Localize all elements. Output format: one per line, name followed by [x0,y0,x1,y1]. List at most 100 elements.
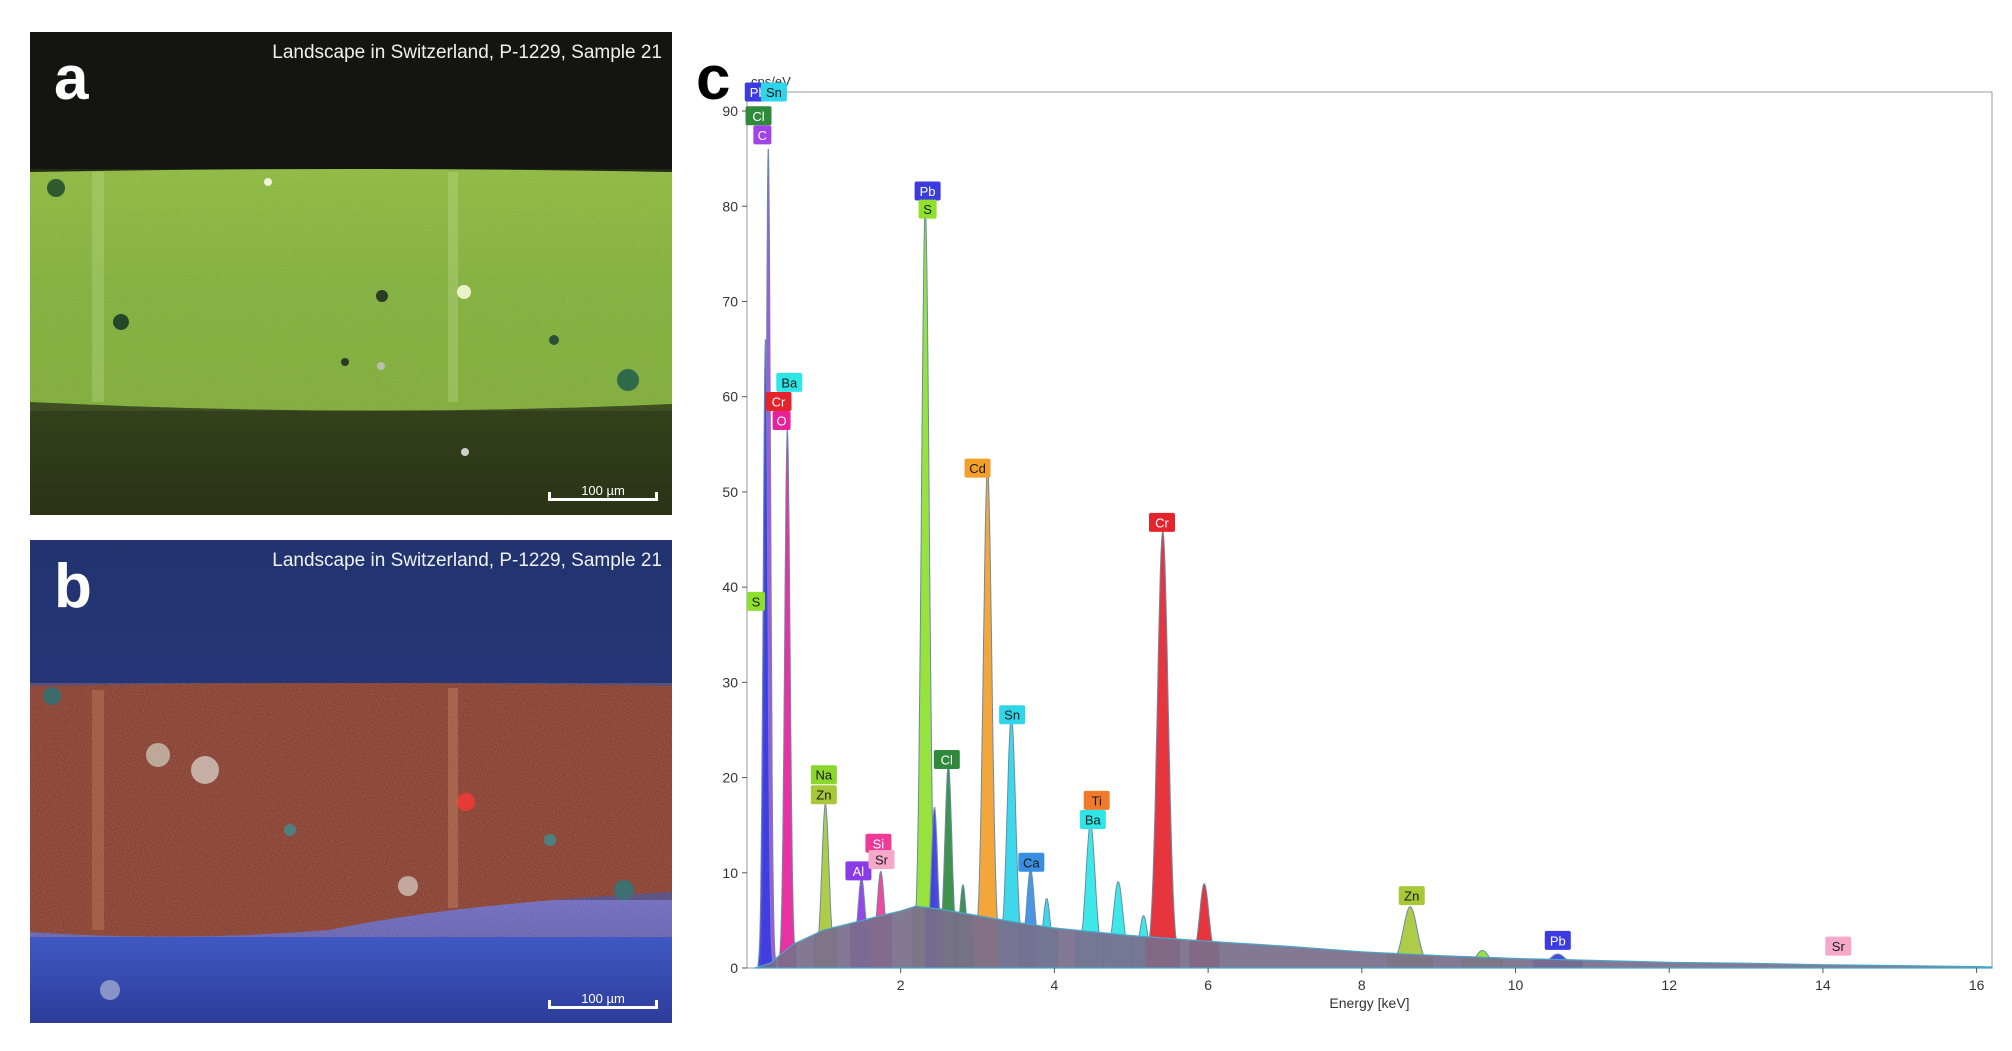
element-tag-box [918,199,937,219]
element-tag-box [999,705,1026,725]
y-tick-label: 30 [722,674,738,690]
x-tick-label: 16 [1969,977,1985,993]
element-tag-box [810,765,837,785]
scale-bar-b: 100 µm [548,991,658,1013]
panel-letter-b: b [54,552,92,621]
x-tick-label: 2 [897,977,905,993]
element-tag-box [1083,790,1110,810]
element-tag-label: Cd [969,461,986,476]
element-tag-na: Na [810,765,837,785]
element-tag-pb: Pb [914,181,941,201]
element-tag-box [772,411,791,430]
element-tag-label: Sr [875,852,889,867]
element-tag-sn: Sn [760,82,787,102]
element-tag-ba: Ba [776,372,803,392]
element-tag-label: Al [853,864,865,879]
element-tag-box [810,785,837,805]
x-axis-label: Energy [keV] [1329,995,1409,1011]
element-tag-label: Pb [920,184,936,199]
element-tag-label: Cl [941,752,953,767]
y-tick-label: 20 [722,770,738,786]
element-tag-sn: Sn [999,705,1026,725]
x-tick-label: 12 [1661,977,1677,993]
element-tag-label: Cl [752,109,764,124]
element-tag-cr: Cr [765,391,792,411]
element-tag-label: Na [816,768,833,783]
background-continuum [754,905,1993,969]
element-tag-box [745,106,772,126]
element-tag-label: Pb [1550,933,1566,948]
element-tag-sr: Sr [868,849,895,869]
scale-bar-b-label: 100 µm [581,991,625,1006]
element-tag-pb: Pb [1544,930,1571,950]
element-tag-label: Sr [1832,939,1846,954]
x-tick-label: 6 [1204,977,1212,993]
y-tick-label: 10 [722,865,738,881]
element-tag-box [1825,936,1852,956]
element-tag-c: C [753,125,772,145]
element-tag-label: Sn [1004,708,1020,723]
element-tag-cl: Cl [933,749,960,769]
element-tag-box [1149,512,1175,532]
element-tag-box [765,391,792,411]
element-tag-label: Zn [816,788,831,803]
element-tag-ba: Ba [1079,809,1106,829]
micrograph-a-image [30,32,672,515]
panel-b-caption: Landscape in Switzerland, P-1229, Sample… [272,550,662,571]
micrograph-a: a Landscape in Switzerland, P-1229, Samp… [30,32,672,515]
micrograph-b-image [30,540,672,1023]
x-tick-label: 8 [1358,977,1366,993]
element-tag-label: Ca [1023,855,1040,870]
scale-bar-a: 100 µm [548,483,658,505]
y-tick-label: 40 [722,579,738,595]
element-tag-label: C [758,128,767,143]
y-tick-label: 0 [730,960,738,976]
element-tag-box [747,591,765,611]
element-tag-cr: Cr [1149,512,1175,532]
peak-c-edge [757,339,774,969]
scale-bar-a-label: 100 µm [581,483,625,498]
element-tag-label: Zn [1404,889,1419,904]
element-tag-al: Al [845,861,872,881]
y-tick-label: 70 [722,293,738,309]
element-tag-cd: Cd [964,458,991,478]
element-tag-label: Si [873,836,885,851]
element-tag-box [845,861,872,881]
element-tag-si: Si [865,833,892,853]
element-tag-box [914,181,941,201]
element-tag-label: O [777,414,787,429]
element-tag-box [776,372,803,392]
element-tag-o: O [772,411,791,430]
element-tag-box [964,458,991,478]
element-tag-ti: Ti [1083,790,1110,810]
panel-letter-a: a [54,44,89,113]
element-tag-label: S [752,594,761,609]
element-tag-box [868,849,895,869]
y-tick-label: 80 [722,198,738,214]
element-tag-ca: Ca [1018,852,1045,872]
y-tick-label: 60 [722,389,738,405]
micrograph-b: b Landscape in Switzerland, P-1229, Samp… [30,540,672,1023]
panel-letter-c: c [696,44,731,113]
panel-a-caption: Landscape in Switzerland, P-1229, Sample… [272,42,662,63]
element-tag-label: Ba [1085,812,1102,827]
element-tag-box [1079,809,1106,829]
element-tag-box [933,749,960,769]
element-tag-sr: Sr [1825,936,1852,956]
element-tag-box [760,82,787,102]
y-tick-label: 90 [722,103,738,119]
element-tag-label: Ba [781,375,798,390]
element-tag-zn: Zn [810,785,837,805]
element-tag-box [1018,852,1045,872]
element-tag-label: Sn [766,85,782,100]
x-tick-label: 10 [1508,977,1524,993]
y-tick-label: 50 [722,484,738,500]
x-tick-label: 4 [1051,977,1059,993]
element-tag-box [753,125,772,145]
element-tag-box [865,833,892,853]
element-tag-cl: Cl [745,106,772,126]
element-tag-label: Cr [772,394,786,409]
element-tag-box [1544,930,1571,950]
element-tag-label: S [923,202,932,217]
